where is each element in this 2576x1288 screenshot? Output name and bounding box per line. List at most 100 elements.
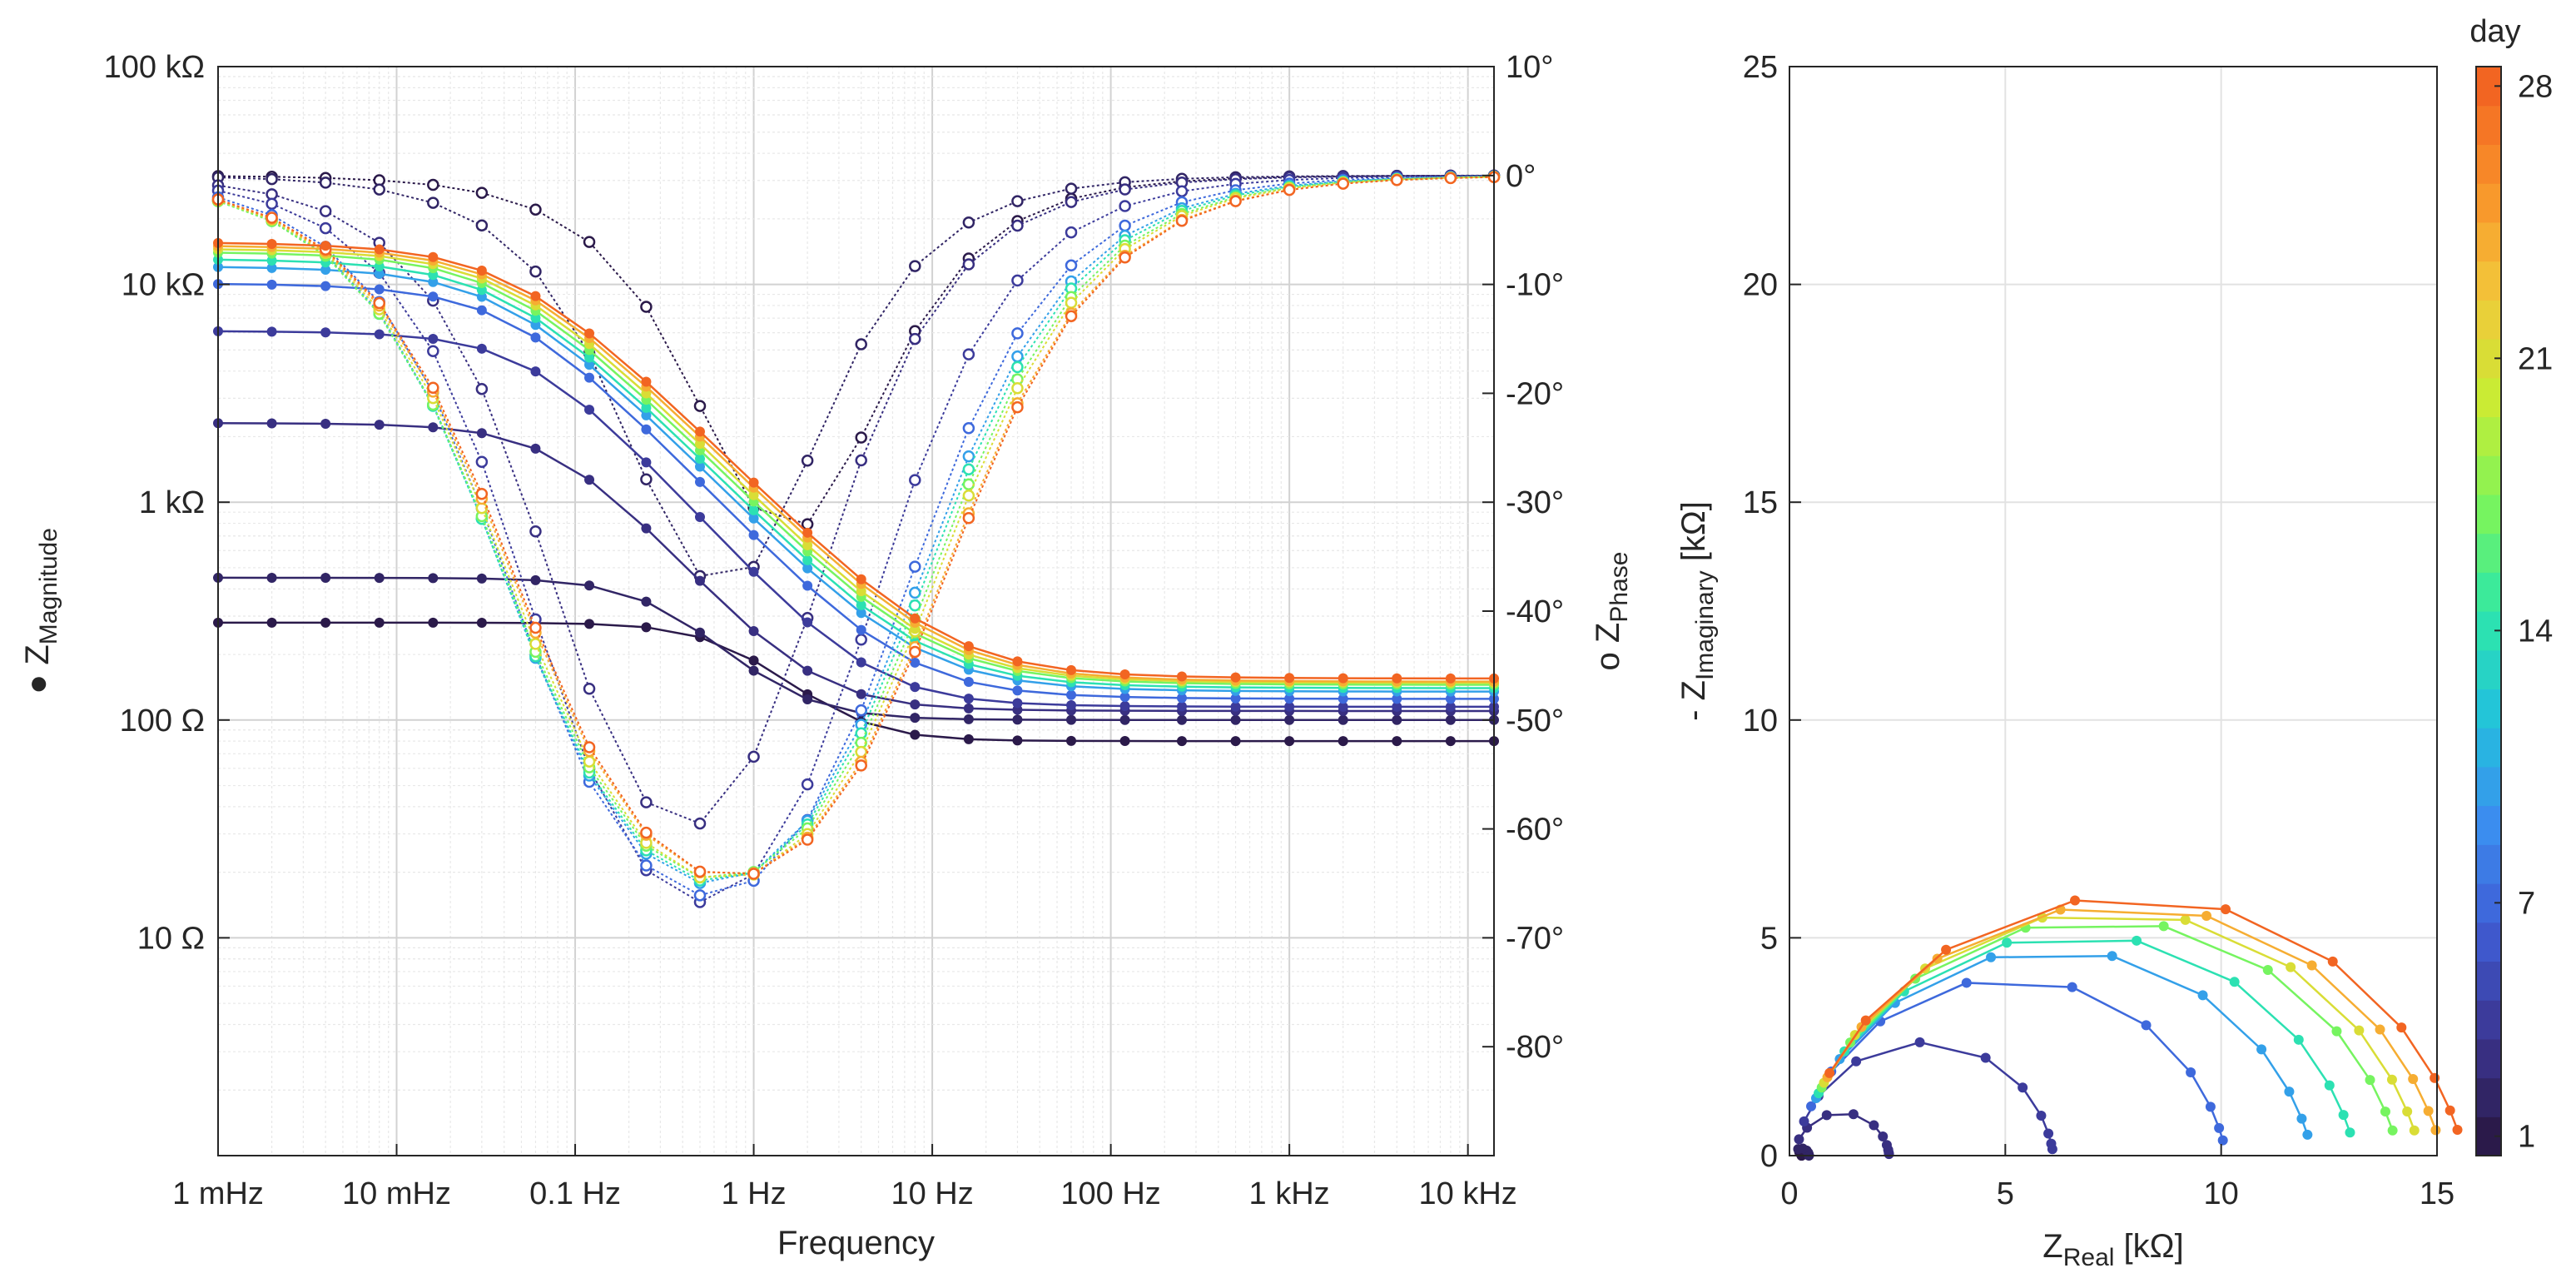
- magnitude-marker: [748, 626, 759, 637]
- magnitude-marker: [641, 402, 652, 413]
- magnitude-marker: [910, 729, 921, 740]
- nyquist-marker: [2365, 1075, 2375, 1086]
- magnitude-marker: [1176, 671, 1187, 682]
- magnitude-marker: [320, 419, 331, 430]
- magnitude-marker: [1392, 694, 1402, 704]
- phase-marker: [427, 196, 439, 209]
- nyquist-marker: [2197, 990, 2208, 1001]
- magnitude-marker: [428, 291, 439, 302]
- phase-marker: [693, 817, 707, 830]
- magnitude-marker: [476, 291, 487, 302]
- nyquist-y-tick-label: 20: [1743, 268, 1778, 303]
- phase-marker: [1065, 259, 1078, 272]
- magnitude-marker: [802, 563, 813, 574]
- bode-left-axis-main: Z: [19, 644, 56, 664]
- magnitude-marker: [476, 428, 487, 439]
- nyquist-marker: [2430, 1125, 2441, 1136]
- colorbar-segment: [2476, 1000, 2501, 1040]
- nyquist-marker: [2444, 1105, 2455, 1116]
- phase-marker: [801, 455, 814, 467]
- nyquist-marker: [2036, 1111, 2047, 1121]
- phase-marker: [475, 455, 489, 469]
- magnitude-marker: [374, 617, 385, 628]
- magnitude-marker: [748, 665, 759, 676]
- phase-marker: [909, 586, 921, 599]
- phase-marker: [909, 560, 921, 573]
- colorbar-segment: [2476, 183, 2501, 223]
- magnitude-marker: [584, 360, 595, 370]
- colorbar-segment: [2476, 844, 2501, 884]
- nyquist-marker: [2324, 1080, 2335, 1091]
- colorbar-tick-label: 1: [2518, 1120, 2535, 1155]
- phase-marker: [1065, 296, 1078, 309]
- magnitude-marker: [748, 505, 759, 515]
- magnitude-marker: [1284, 736, 1295, 747]
- nyquist-marker: [2018, 1082, 2028, 1093]
- nyquist-marker: [2375, 1024, 2385, 1035]
- magnitude-marker: [320, 241, 331, 251]
- phase-marker: [1119, 251, 1131, 264]
- bode-x-axis-title: Frequency: [777, 1225, 935, 1261]
- nyquist-marker: [2423, 1106, 2434, 1116]
- nyquist-y-tick-label: 5: [1760, 921, 1778, 956]
- magnitude-marker: [1176, 701, 1187, 712]
- nyquist-x-tick-label: 15: [2420, 1176, 2454, 1211]
- magnitude-marker: [641, 622, 652, 633]
- phase-marker: [319, 221, 332, 235]
- magnitude-marker: [266, 262, 277, 273]
- bode-curves: [211, 169, 1501, 908]
- magnitude-marker: [476, 618, 487, 629]
- magnitude-marker: [856, 657, 866, 668]
- magnitude-marker: [856, 608, 866, 619]
- magnitude-marker: [374, 268, 385, 279]
- magnitude-marker: [1445, 714, 1456, 725]
- colorbar-segment: [2476, 961, 2501, 1001]
- magnitude-marker: [1338, 673, 1348, 684]
- nyquist-marker: [2107, 951, 2117, 962]
- nyquist-marker: [2070, 895, 2081, 906]
- bode-x-tick-label: 1 Hz: [721, 1176, 786, 1211]
- phase-marker: [855, 454, 867, 467]
- magnitude-marker: [802, 554, 813, 565]
- phase-marker: [1283, 183, 1296, 196]
- bode-plot-area: [218, 67, 1494, 1156]
- magnitude-marker: [476, 265, 487, 276]
- magnitude-marker: [1392, 736, 1402, 747]
- phase-marker: [747, 868, 760, 880]
- magnitude-marker: [428, 617, 439, 628]
- colorbar: 1 7 14 21 28 day: [2469, 14, 2553, 1156]
- nyquist-x-tick-label: 5: [1997, 1176, 2014, 1211]
- phase-marker: [1229, 195, 1242, 207]
- magnitude-marker: [1119, 700, 1130, 711]
- phase-marker: [962, 258, 975, 271]
- nyquist-line-day-10: [1814, 954, 2309, 1136]
- nyquist-marker: [1824, 1067, 1835, 1078]
- phase-marker: [1011, 274, 1024, 287]
- nyquist-marker: [1980, 1052, 1991, 1063]
- magnitude-marker: [584, 405, 595, 415]
- nyquist-marker: [2430, 1072, 2440, 1083]
- bode-right-tick-label: 10°: [1506, 50, 1553, 85]
- magnitude-marker: [266, 239, 277, 250]
- phase-marker: [1011, 195, 1024, 207]
- nyquist-marker: [2043, 1128, 2054, 1139]
- phase-marker: [529, 203, 542, 216]
- bode-right-tick-label: -70°: [1506, 921, 1564, 956]
- nyquist-marker: [1806, 1101, 1817, 1111]
- phase-marker: [1119, 200, 1131, 212]
- magnitude-marker: [1392, 714, 1402, 725]
- phase-marker: [319, 177, 332, 189]
- magnitude-marker: [266, 617, 277, 628]
- magnitude-marker: [802, 617, 813, 628]
- magnitude-marker: [530, 291, 541, 301]
- bode-right-tick-label: -80°: [1506, 1030, 1564, 1065]
- magnitude-marker: [1284, 701, 1295, 712]
- colorbar-title: day: [2469, 14, 2520, 49]
- phase-marker: [855, 759, 867, 772]
- magnitude-marker: [641, 410, 652, 420]
- nyquist-marker: [2046, 1138, 2057, 1149]
- nyquist-marker: [2296, 1113, 2307, 1124]
- magnitude-marker: [1066, 699, 1077, 710]
- phase-marker: [373, 296, 385, 310]
- magnitude-marker: [1119, 692, 1130, 703]
